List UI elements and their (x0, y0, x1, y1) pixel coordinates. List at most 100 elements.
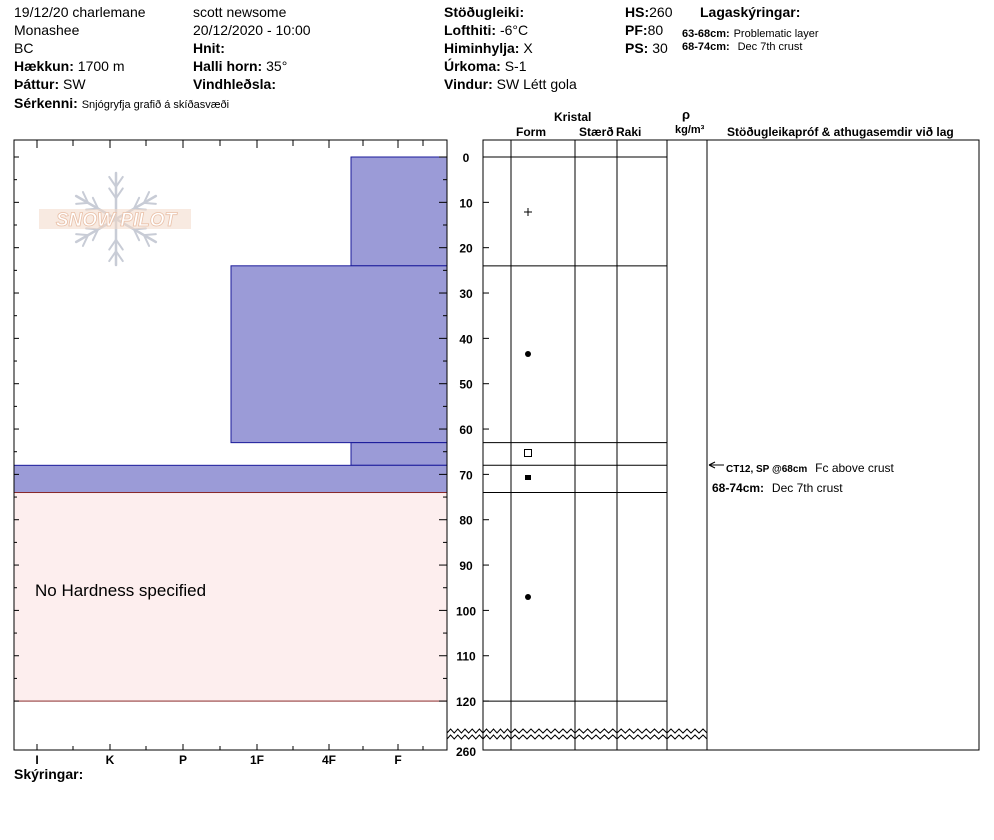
snowflake-branch (81, 191, 90, 204)
comment-1-text: Fc above crust (815, 461, 894, 475)
break-zigzag-line (666, 728, 708, 734)
snowflake-branch (108, 187, 117, 200)
hardness-tick-label: K (106, 753, 115, 767)
ps-value: 30 (652, 40, 668, 56)
depth-tick-label: 80 (459, 514, 473, 528)
slope: Halli horn: 35° (193, 58, 287, 74)
layer-notes-label: Lagaskýringar: (700, 4, 801, 20)
hardness-frame (13, 139, 448, 751)
air-temp-label: Lofthiti: (444, 22, 497, 38)
layer-note-2-text: Dec 7th crust (737, 41, 803, 53)
depth-tick-label: 50 (459, 378, 473, 392)
col-rho: ρ (682, 107, 691, 122)
precip-label: Úrkoma: (444, 58, 501, 74)
air-temp: Lofthiti: -6°C (444, 22, 528, 38)
legend-label: Skýringar: (14, 766, 84, 782)
form-melt-crust (525, 475, 531, 480)
elevation-label: Hækkun: (14, 58, 74, 74)
sky-value: X (523, 40, 533, 56)
coords-label: Hnit: (193, 40, 225, 56)
sky: Himinhylja: X (444, 40, 533, 56)
hardness-tick-label: I (35, 753, 38, 767)
snowflake-branch (75, 233, 90, 237)
snowflake-branch (142, 233, 157, 237)
comments-frame (706, 139, 980, 751)
chart-frames (13, 139, 980, 751)
wind-loading-label: Vindhleðsla: (193, 76, 276, 92)
col-raki: Raki (616, 125, 642, 139)
form-faceted-crystal (524, 449, 532, 457)
depth-tick-label: 120 (456, 695, 476, 709)
snowflake-branch (108, 250, 117, 263)
location-date: 19/12/20 charlemane (14, 4, 146, 20)
pf-label: PF: (625, 22, 648, 38)
hardness-bar-3 (350, 442, 448, 466)
snowflake-branch (108, 238, 117, 251)
hs-label: HS: (625, 4, 650, 20)
air-temp-value: -6°C (499, 22, 529, 38)
layer-note-1: 63-68cm: Problematic layer (682, 24, 819, 41)
hardness-tick-label: F (394, 753, 401, 767)
snowflake-branch (142, 201, 157, 205)
no-hardness-region (13, 492, 448, 702)
comment-2: 68-74cm: Dec 7th crust (712, 479, 843, 495)
comment-2-label: 68-74cm: (712, 481, 765, 495)
depth-tick-label: 10 (459, 196, 473, 210)
hs: HS:260 (625, 4, 672, 20)
form-rounded-grain (525, 351, 531, 357)
break-zigzag-line (510, 728, 576, 734)
layer-note-2: 68-74cm: Dec 7th crust (682, 37, 802, 54)
comment-2-text: Dec 7th crust (771, 481, 843, 495)
date-time: 20/12/2020 - 10:00 (193, 22, 311, 38)
crystal-frame (482, 139, 708, 751)
observer: scott newsome (193, 4, 287, 20)
hardness-tick-label: 4F (322, 753, 336, 767)
features: Sérkenni: Snjógryfja grafið á skíðasvæði (14, 95, 229, 112)
col-kristal: Kristal (554, 110, 592, 124)
hardness-tick-label: 1F (250, 753, 264, 767)
break-zigzag-line (616, 734, 668, 740)
snowpilot-logo: SNOW PILOT (39, 171, 191, 267)
hardness-bar-2 (230, 265, 448, 444)
logo-text: SNOW PILOT (56, 210, 178, 231)
break-zigzag-line (510, 734, 576, 740)
col-tests: Stöðugleikapróf & athugasemdir við lag (727, 125, 954, 139)
col-form: Form (516, 125, 546, 139)
break-zigzag-line (446, 734, 484, 740)
no-hardness-text: No Hardness specified (35, 581, 206, 600)
snowflake-branch (81, 234, 90, 247)
snowflake-branch (132, 196, 141, 210)
break-zigzag-line (616, 728, 668, 734)
snowflake-branch (91, 228, 100, 242)
axis-ticks: 0 10 20 30 40 50 60 70 80 90 100 110 120 260 I K P 1F 4F F (14, 140, 489, 767)
depth-tick-label: 30 (459, 287, 473, 301)
wind-value: SW Létt gola (496, 76, 577, 92)
layer-note-1-text: Problematic layer (733, 28, 819, 40)
snowflake-branch (142, 234, 151, 247)
break-zigzag (446, 728, 708, 745)
depth-tick-label: 110 (456, 650, 476, 664)
col-density-unit: kg/m³ (675, 124, 705, 136)
break-zigzag-line (574, 734, 618, 740)
mountain-range: Monashee (14, 22, 80, 38)
hs-value: 260 (649, 4, 673, 20)
comment-1: CT12, SP @68cm Fc above crust (726, 459, 894, 476)
depth-tick-label: 90 (459, 559, 473, 573)
elevation-value: 1700 m (77, 58, 125, 74)
break-zigzag-line (482, 728, 512, 734)
hardness-tick-label: P (179, 753, 187, 767)
region: BC (14, 40, 34, 56)
wind-label: Vindur: (444, 76, 493, 92)
depth-tick-label: 20 (459, 242, 473, 256)
hardness-layers (13, 156, 448, 702)
pf-value: 80 (647, 22, 664, 38)
snowflake-branch (142, 191, 151, 204)
elevation: Hækkun: 1700 m (14, 58, 125, 74)
snowflake-branch (115, 187, 124, 200)
sky-label: Himinhylja: (444, 40, 520, 56)
break-zigzag-line (482, 734, 512, 740)
slope-label: Halli horn: (193, 58, 263, 74)
precip-value: S-1 (504, 58, 527, 74)
arrow-head (708, 461, 716, 469)
